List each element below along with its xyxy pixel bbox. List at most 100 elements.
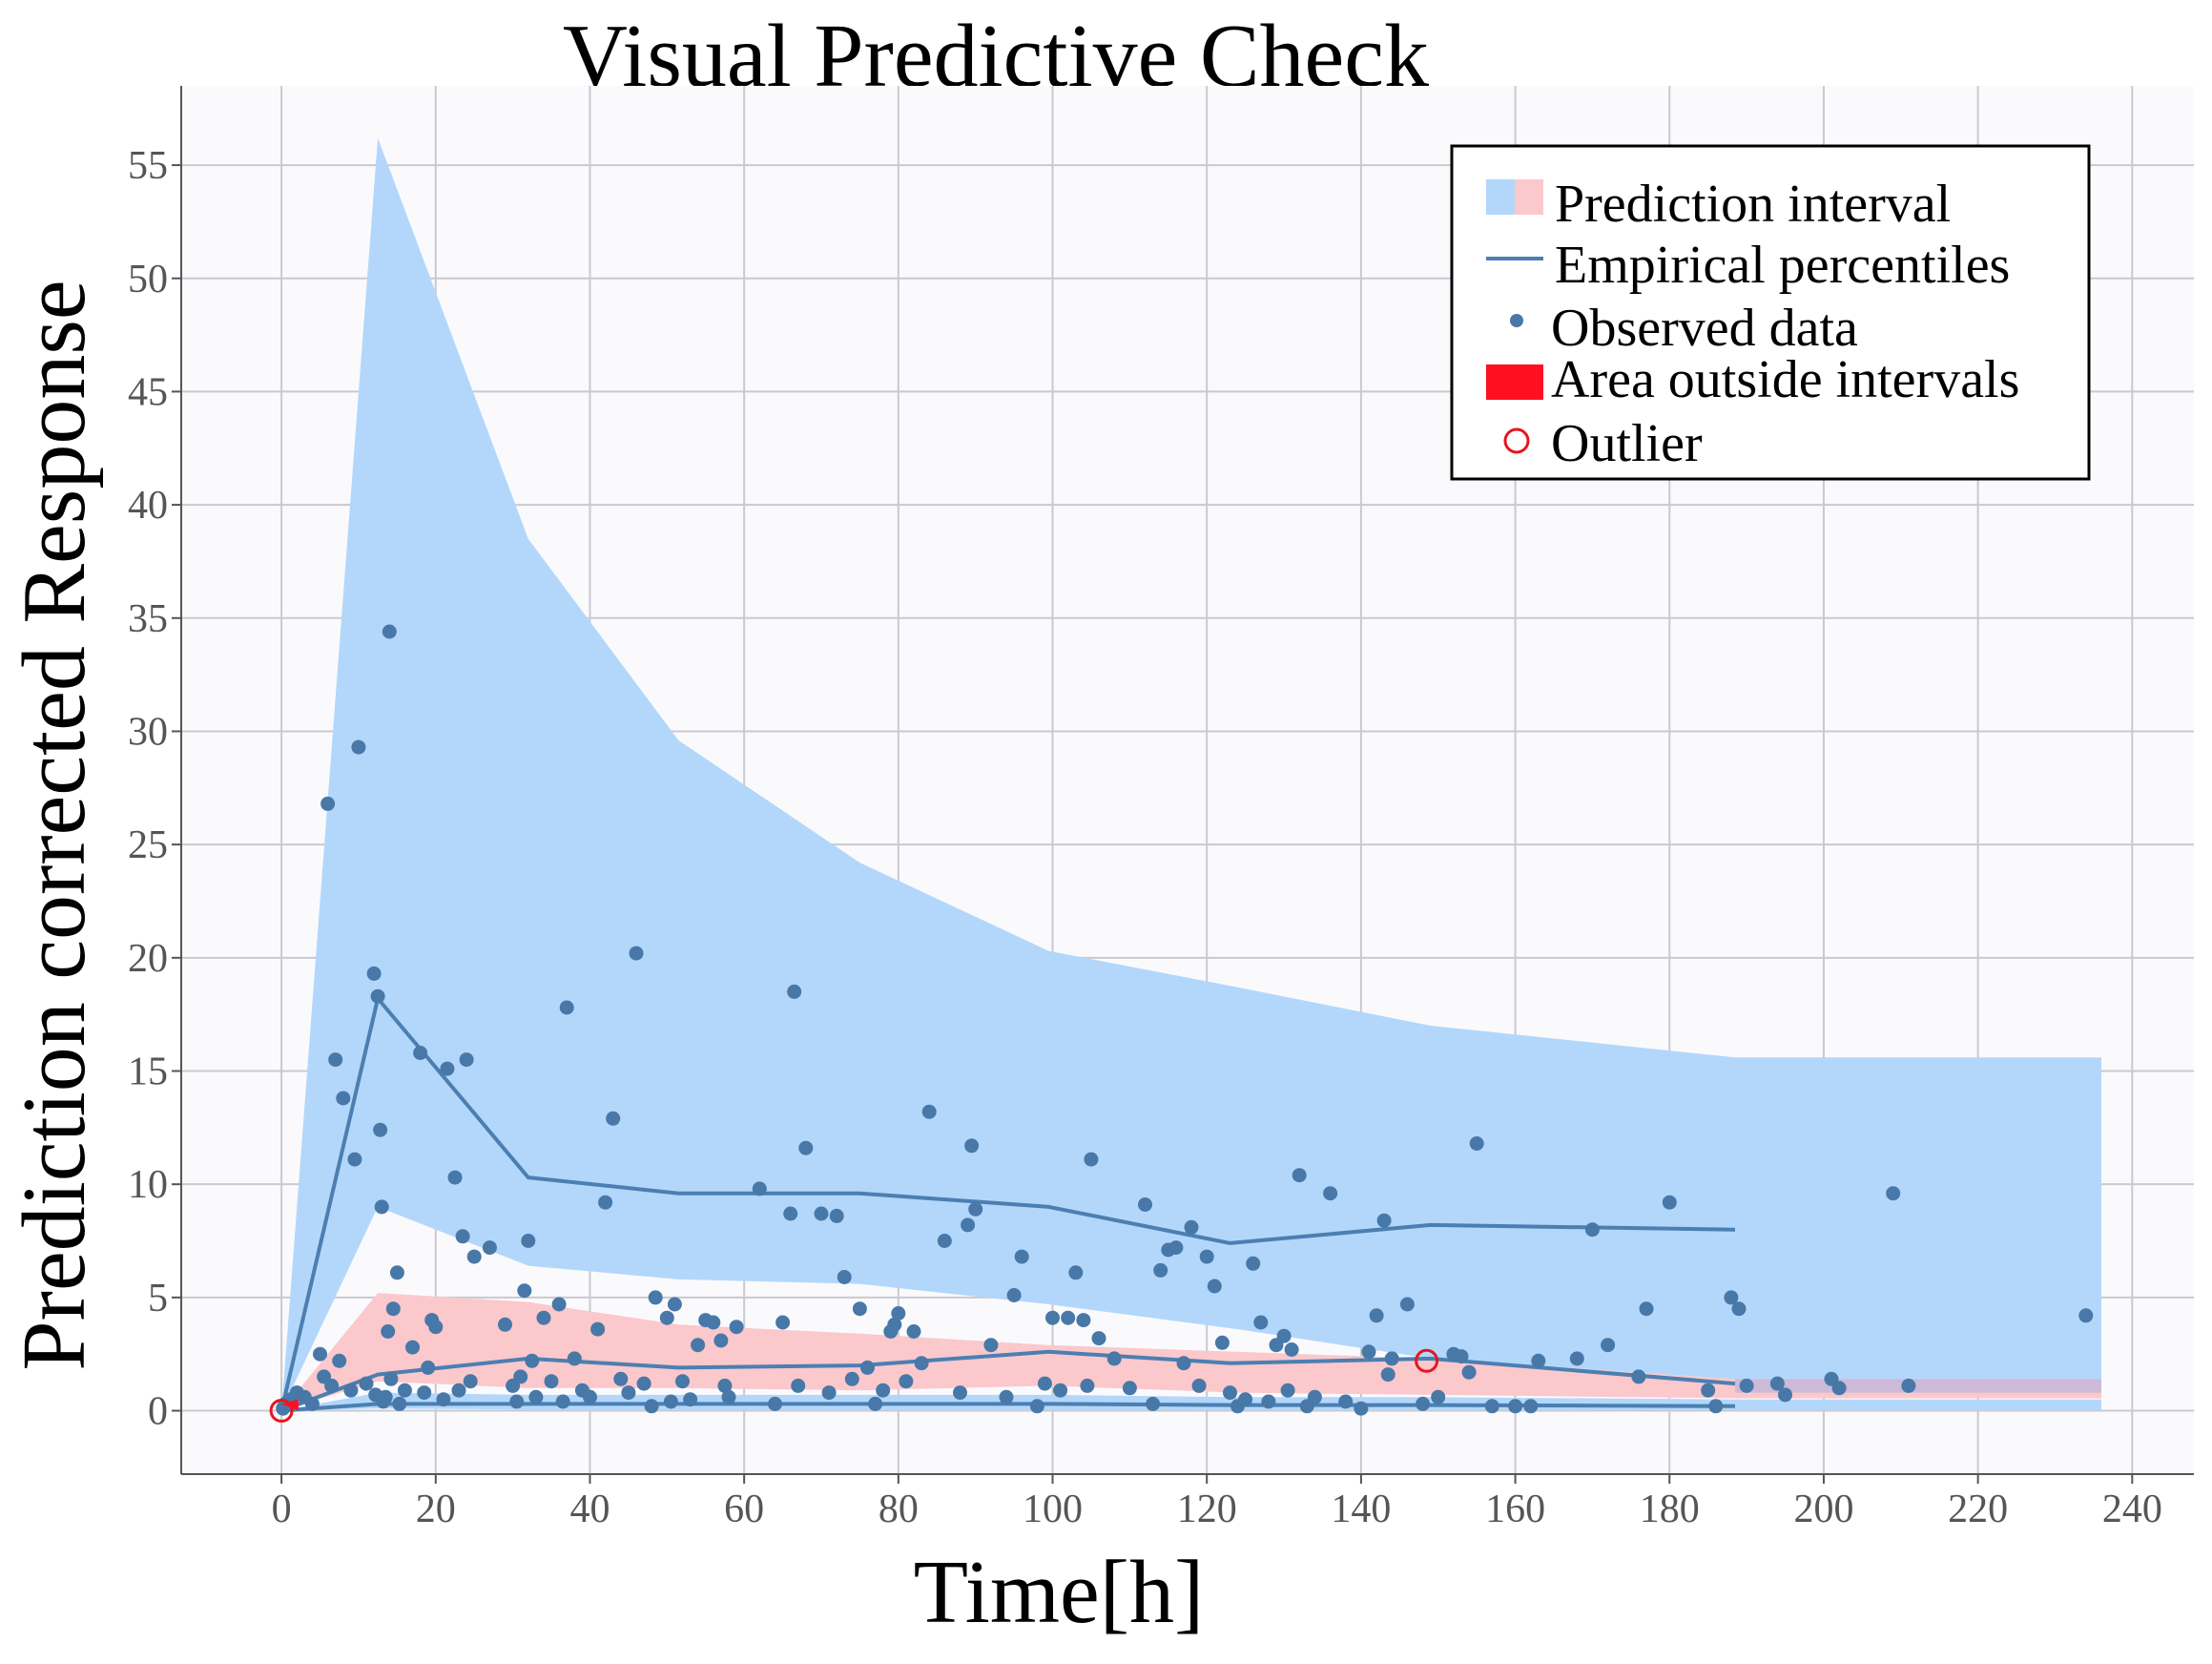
observed-point	[332, 1353, 347, 1368]
observed-point	[953, 1385, 967, 1401]
observed-point	[370, 988, 385, 1004]
observed-point	[860, 1360, 875, 1375]
observed-point	[1631, 1369, 1646, 1384]
observed-point	[1006, 1288, 1022, 1302]
legend-dot-icon	[1510, 314, 1523, 327]
observed-point	[536, 1310, 551, 1325]
observed-point	[1380, 1367, 1395, 1383]
observed-point	[1831, 1381, 1847, 1396]
observed-point	[775, 1315, 791, 1330]
x-tick-label: 180	[1640, 1487, 1700, 1531]
y-tick-label: 0	[148, 1390, 168, 1434]
observed-point	[648, 1290, 663, 1305]
outlier-marker	[1415, 1348, 1439, 1373]
observed-point	[1886, 1186, 1901, 1201]
outlier-markers	[269, 1348, 1439, 1423]
observed-point	[528, 1389, 544, 1404]
observed-point	[783, 1206, 798, 1221]
observed-point	[383, 1371, 399, 1386]
observed-point	[798, 1140, 814, 1155]
observed-point	[1731, 1301, 1747, 1317]
observed-point	[1416, 1396, 1431, 1411]
observed-point	[1584, 1222, 1600, 1238]
x-tick-label: 100	[1023, 1487, 1083, 1531]
observed-point	[1084, 1152, 1099, 1167]
observed-point	[2078, 1308, 2094, 1323]
observed-point	[525, 1353, 540, 1368]
observed-point	[675, 1374, 690, 1389]
observed-point	[983, 1338, 999, 1353]
observed-point	[891, 1306, 906, 1321]
observed-point	[1523, 1399, 1539, 1414]
y-tick-label: 45	[128, 370, 168, 414]
y-tick-label: 50	[128, 258, 168, 302]
observed-point	[436, 1392, 451, 1407]
observed-point	[1253, 1315, 1269, 1330]
observed-point	[1106, 1351, 1122, 1366]
legend-label-observed-data: Observed data	[1551, 299, 1858, 358]
observed-point	[389, 1265, 404, 1280]
observed-point	[729, 1320, 744, 1335]
x-tick-label: 220	[1948, 1487, 2008, 1531]
observed-point	[551, 1297, 567, 1312]
observed-point	[328, 1052, 343, 1068]
legend-swatch-red	[1486, 364, 1543, 400]
observed-point	[1037, 1376, 1052, 1391]
observed-point	[463, 1374, 478, 1389]
x-tick-label: 0	[272, 1487, 292, 1531]
observed-point	[405, 1340, 420, 1355]
observed-point	[644, 1399, 659, 1414]
observed-point	[1068, 1265, 1084, 1280]
observed-point	[583, 1389, 597, 1404]
observed-point	[544, 1374, 559, 1389]
observed-point	[392, 1396, 407, 1411]
x-tick-label: 40	[569, 1487, 610, 1531]
observed-point	[717, 1378, 733, 1393]
observed-point	[1323, 1186, 1338, 1201]
observed-point	[304, 1396, 320, 1411]
observed-point	[768, 1396, 782, 1411]
observed-point	[636, 1376, 651, 1391]
legend-outlier-icon	[1503, 427, 1530, 454]
observed-point	[376, 1394, 391, 1409]
observed-point	[320, 796, 336, 811]
outside-area-marker	[281, 1399, 299, 1411]
observed-point	[659, 1310, 674, 1325]
observed-point	[598, 1195, 613, 1210]
legend: Prediction interval Empirical percentile…	[1450, 144, 2091, 481]
observed-point	[555, 1394, 570, 1409]
y-tick-label: 30	[128, 710, 168, 754]
observed-point	[663, 1394, 678, 1409]
observed-point	[964, 1138, 980, 1154]
observed-point	[343, 1383, 359, 1398]
observed-point	[421, 1360, 436, 1375]
x-tick-label: 160	[1485, 1487, 1545, 1531]
observed-point	[451, 1383, 466, 1398]
observed-point	[517, 1283, 532, 1299]
observed-point	[1376, 1213, 1392, 1228]
observed-point	[513, 1369, 528, 1384]
axes	[180, 86, 2194, 1475]
observed-point	[1292, 1168, 1307, 1183]
observed-point	[1778, 1387, 1792, 1403]
observed-point	[829, 1208, 844, 1223]
observed-point	[1461, 1364, 1477, 1380]
observed-point	[347, 1152, 362, 1167]
observed-point	[899, 1374, 914, 1389]
observed-point	[1176, 1356, 1191, 1371]
observed-point	[1184, 1219, 1199, 1235]
observed-point	[1223, 1385, 1237, 1401]
observed-point	[336, 1091, 351, 1106]
observed-point	[1484, 1399, 1499, 1414]
observed-point	[447, 1170, 463, 1185]
observed-point	[417, 1385, 432, 1401]
observed-point	[814, 1206, 829, 1221]
observed-point	[373, 1122, 388, 1137]
observed-point	[1361, 1344, 1376, 1360]
observed-point	[876, 1383, 891, 1398]
y-axis-label: Prediction corrected Response	[5, 280, 104, 1370]
observed-point	[1168, 1240, 1184, 1256]
legend-swatch-blue	[1486, 179, 1515, 215]
observed-point	[385, 1301, 401, 1317]
observed-point	[1724, 1290, 1739, 1305]
